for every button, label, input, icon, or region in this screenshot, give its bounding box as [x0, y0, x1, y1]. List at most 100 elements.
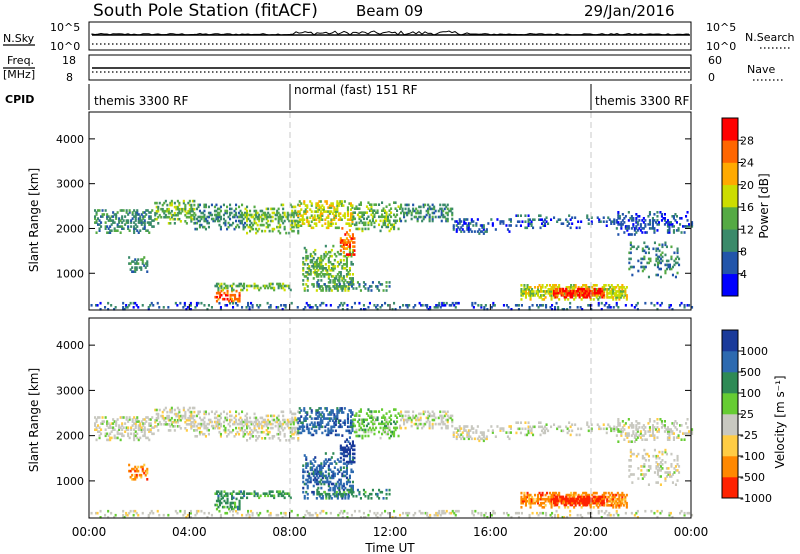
velocity-cell: [361, 436, 364, 440]
velocity-cell: [358, 410, 361, 413]
velocity-cell: [157, 412, 160, 416]
power-cell: [653, 241, 656, 245]
velocity-cell: [143, 430, 146, 433]
velocity-cell: [342, 484, 345, 488]
power-cell: [229, 297, 232, 301]
power-cell: [221, 297, 224, 301]
velocity-cell: [246, 430, 249, 434]
power-cell: [318, 200, 321, 203]
power-cell: [200, 223, 203, 227]
velocity-cell: [339, 419, 342, 422]
power-cell: [242, 227, 245, 231]
velocity-cell: [232, 501, 235, 505]
cpid-label: CPID: [5, 93, 34, 106]
power-cell: [179, 207, 182, 211]
power-cell: [203, 213, 206, 217]
velocity-cell: [277, 414, 280, 418]
power-cell: [410, 211, 413, 215]
power-cell: [348, 241, 351, 244]
power-cell: [288, 231, 291, 235]
power-cell: [463, 222, 466, 225]
velocity-cell: [601, 493, 604, 497]
velocity-cell: [598, 504, 601, 507]
velocity-cell: [478, 435, 481, 438]
power-cell: [443, 215, 446, 219]
power-cell: [655, 253, 658, 257]
velocity-cell: [314, 468, 317, 472]
velocity-cell: [351, 452, 354, 456]
power-cell: [346, 214, 349, 217]
power-cell: [237, 297, 240, 301]
power-cell: [327, 281, 330, 284]
velocity-cell: [467, 429, 470, 432]
power-cell: [277, 211, 280, 215]
velocity-cell: [265, 428, 268, 432]
velocity-cell: [215, 499, 218, 503]
velocity-cell: [539, 425, 542, 429]
velocity-cell: [691, 430, 694, 433]
velocity-cell: [624, 495, 627, 499]
velocity-cell: [346, 417, 349, 420]
power-cell: [617, 223, 620, 226]
power-cell: [368, 301, 371, 305]
velocity-cell: [370, 430, 373, 434]
velocity-cell: [143, 432, 146, 436]
power-cell: [675, 221, 678, 224]
velocity-cell: [393, 432, 396, 436]
velocity-cell: [350, 492, 353, 496]
power-cell: [315, 224, 318, 227]
power-cell: [362, 213, 365, 217]
power-cell: [590, 289, 593, 293]
power-cell: [247, 225, 250, 229]
power-cell: [528, 290, 531, 293]
power-cell: [134, 223, 137, 226]
velocity-cell: [656, 418, 659, 421]
power-cell: [219, 308, 222, 311]
power-cell: [339, 271, 342, 274]
power-cell: [610, 294, 613, 297]
velocity-cell: [356, 488, 359, 492]
velocity-cell: [368, 492, 371, 496]
power-cell: [345, 263, 348, 266]
power-cell: [351, 250, 354, 254]
velocity-cell: [446, 424, 449, 428]
velocity-cell: [668, 430, 671, 433]
freq-panel-frame: [88, 54, 692, 81]
velocity-cell: [235, 426, 238, 430]
power-cell: [229, 293, 232, 297]
power-cell: [149, 223, 152, 226]
velocity-cell: [142, 422, 145, 425]
power-cell: [576, 306, 579, 309]
power-cell: [136, 229, 139, 232]
velocity-cell: [244, 414, 247, 418]
velocity-cell: [541, 429, 544, 433]
power-cell: [628, 261, 631, 265]
power-cell: [610, 292, 613, 295]
velocity-cell: [101, 422, 104, 425]
power-cell: [280, 219, 283, 223]
velocity-cell: [348, 429, 351, 433]
power-cell: [378, 281, 381, 284]
power-cell: [358, 221, 361, 225]
velocity-cell: [607, 491, 610, 495]
velocity-cell: [277, 424, 280, 428]
power-cell: [107, 215, 110, 218]
power-cell: [285, 215, 288, 219]
velocity-cell: [163, 408, 166, 412]
power-cell: [599, 220, 602, 223]
power-cell: [656, 301, 659, 305]
power-cell: [241, 215, 244, 219]
power-cell: [537, 306, 540, 309]
velocity-cell: [317, 490, 320, 494]
power-cell: [321, 208, 324, 211]
power-cell: [446, 207, 449, 211]
velocity-cell: [526, 433, 529, 437]
power-cell: [249, 219, 252, 223]
power-cell: [668, 265, 671, 269]
power-cell: [654, 221, 657, 224]
velocity-cell: [559, 497, 562, 501]
power-cell: [240, 282, 243, 286]
velocity-cell: [309, 478, 312, 482]
velocity-cell: [663, 426, 666, 429]
velocity-cell: [656, 426, 659, 429]
